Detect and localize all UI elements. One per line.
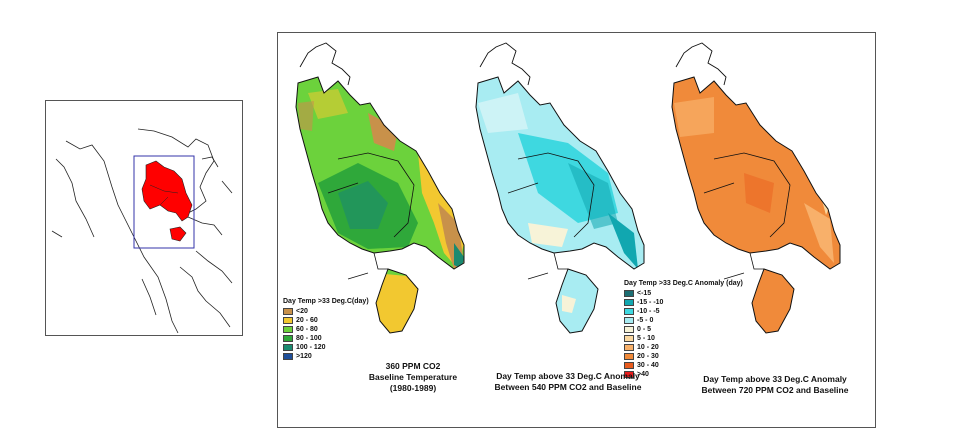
legend-swatch <box>283 335 293 342</box>
legend-label: 0 - 5 <box>637 326 652 333</box>
legend-label: -15 - -10 <box>637 299 664 306</box>
legend-item: <-15 <box>624 289 743 298</box>
legend-label: <-15 <box>637 290 652 297</box>
legend-item: -5 - 0 <box>624 316 743 325</box>
legend-item: -15 - -10 <box>624 298 743 307</box>
locator-map <box>45 100 243 336</box>
legend-swatch <box>624 326 634 333</box>
legend-label: 80 - 100 <box>296 335 322 342</box>
legend-swatch <box>624 335 634 342</box>
legend-label: 30 - 40 <box>637 362 659 369</box>
map-panel-graphic <box>295 42 841 334</box>
caption-line: (1980-1989) <box>389 383 437 393</box>
caption-line: Day Temp above 33 Deg.C Anomaly <box>703 374 847 384</box>
legend-label: 20 - 60 <box>296 317 318 324</box>
legend-label: 100 - 120 <box>296 344 326 351</box>
baseline-legend-title: Day Temp >33 Deg.C(day) <box>283 298 369 305</box>
legend-item: 10 - 20 <box>624 343 743 352</box>
baseline-caption: 360 PPM CO2 Baseline Temperature (1980-1… <box>338 361 488 394</box>
legend-label: 20 - 30 <box>637 353 659 360</box>
study-region <box>141 160 193 222</box>
legend-swatch <box>283 344 293 351</box>
caption-line: 360 PPM CO2 <box>385 361 441 371</box>
legend-swatch <box>624 371 634 378</box>
legend-item: 60 - 80 <box>283 325 369 334</box>
map-panel: Day Temp >33 Deg.C(day) <20 20 - 60 60 -… <box>277 32 876 428</box>
legend-label: -10 - -5 <box>637 308 660 315</box>
legend-item: 30 - 40 <box>624 361 743 370</box>
anomaly-legend: Day Temp >33 Deg.C Anomaly (day) <-15 -1… <box>624 280 743 379</box>
legend-item: <20 <box>283 307 369 316</box>
study-region-delta <box>169 226 187 242</box>
anomaly-720-caption: Day Temp above 33 Deg.C Anomaly Between … <box>690 374 860 396</box>
caption-line: Baseline Temperature <box>368 372 458 382</box>
legend-item: 0 - 5 <box>624 325 743 334</box>
caption-line: Between 540 PPM CO2 and Baseline <box>494 382 642 392</box>
legend-swatch <box>283 353 293 360</box>
legend-label: >120 <box>296 353 312 360</box>
legend-swatch <box>624 290 634 297</box>
legend-item: 80 - 100 <box>283 334 369 343</box>
legend-label: 10 - 20 <box>637 344 659 351</box>
legend-swatch <box>283 326 293 333</box>
caption-line: Day Temp above 33 Deg.C Anomaly <box>496 371 640 381</box>
legend-label: 60 - 80 <box>296 326 318 333</box>
legend-item: >120 <box>283 352 369 361</box>
legend-swatch <box>624 344 634 351</box>
legend-swatch <box>283 308 293 315</box>
anomaly-540-caption: Day Temp above 33 Deg.C Anomaly Between … <box>488 371 648 393</box>
legend-label: -5 - 0 <box>637 317 654 324</box>
legend-swatch <box>624 362 634 369</box>
legend-swatch <box>624 353 634 360</box>
legend-swatch <box>624 317 634 324</box>
study-region-frame <box>133 155 195 249</box>
legend-swatch <box>283 317 293 324</box>
legend-item: 100 - 120 <box>283 343 369 352</box>
legend-label: <20 <box>296 308 308 315</box>
legend-item: >40 <box>624 370 743 379</box>
legend-item: 20 - 30 <box>624 352 743 361</box>
locator-map-graphic <box>51 128 233 334</box>
legend-swatch <box>624 299 634 306</box>
legend-label: >40 <box>637 371 649 378</box>
legend-label: 5 - 10 <box>637 335 655 342</box>
legend-item: -10 - -5 <box>624 307 743 316</box>
legend-swatch <box>624 308 634 315</box>
legend-item: 20 - 60 <box>283 316 369 325</box>
caption-line: Between 720 PPM CO2 and Baseline <box>701 385 849 395</box>
anomaly-legend-title: Day Temp >33 Deg.C Anomaly (day) <box>624 280 743 287</box>
baseline-legend: Day Temp >33 Deg.C(day) <20 20 - 60 60 -… <box>283 298 369 361</box>
legend-item: 5 - 10 <box>624 334 743 343</box>
